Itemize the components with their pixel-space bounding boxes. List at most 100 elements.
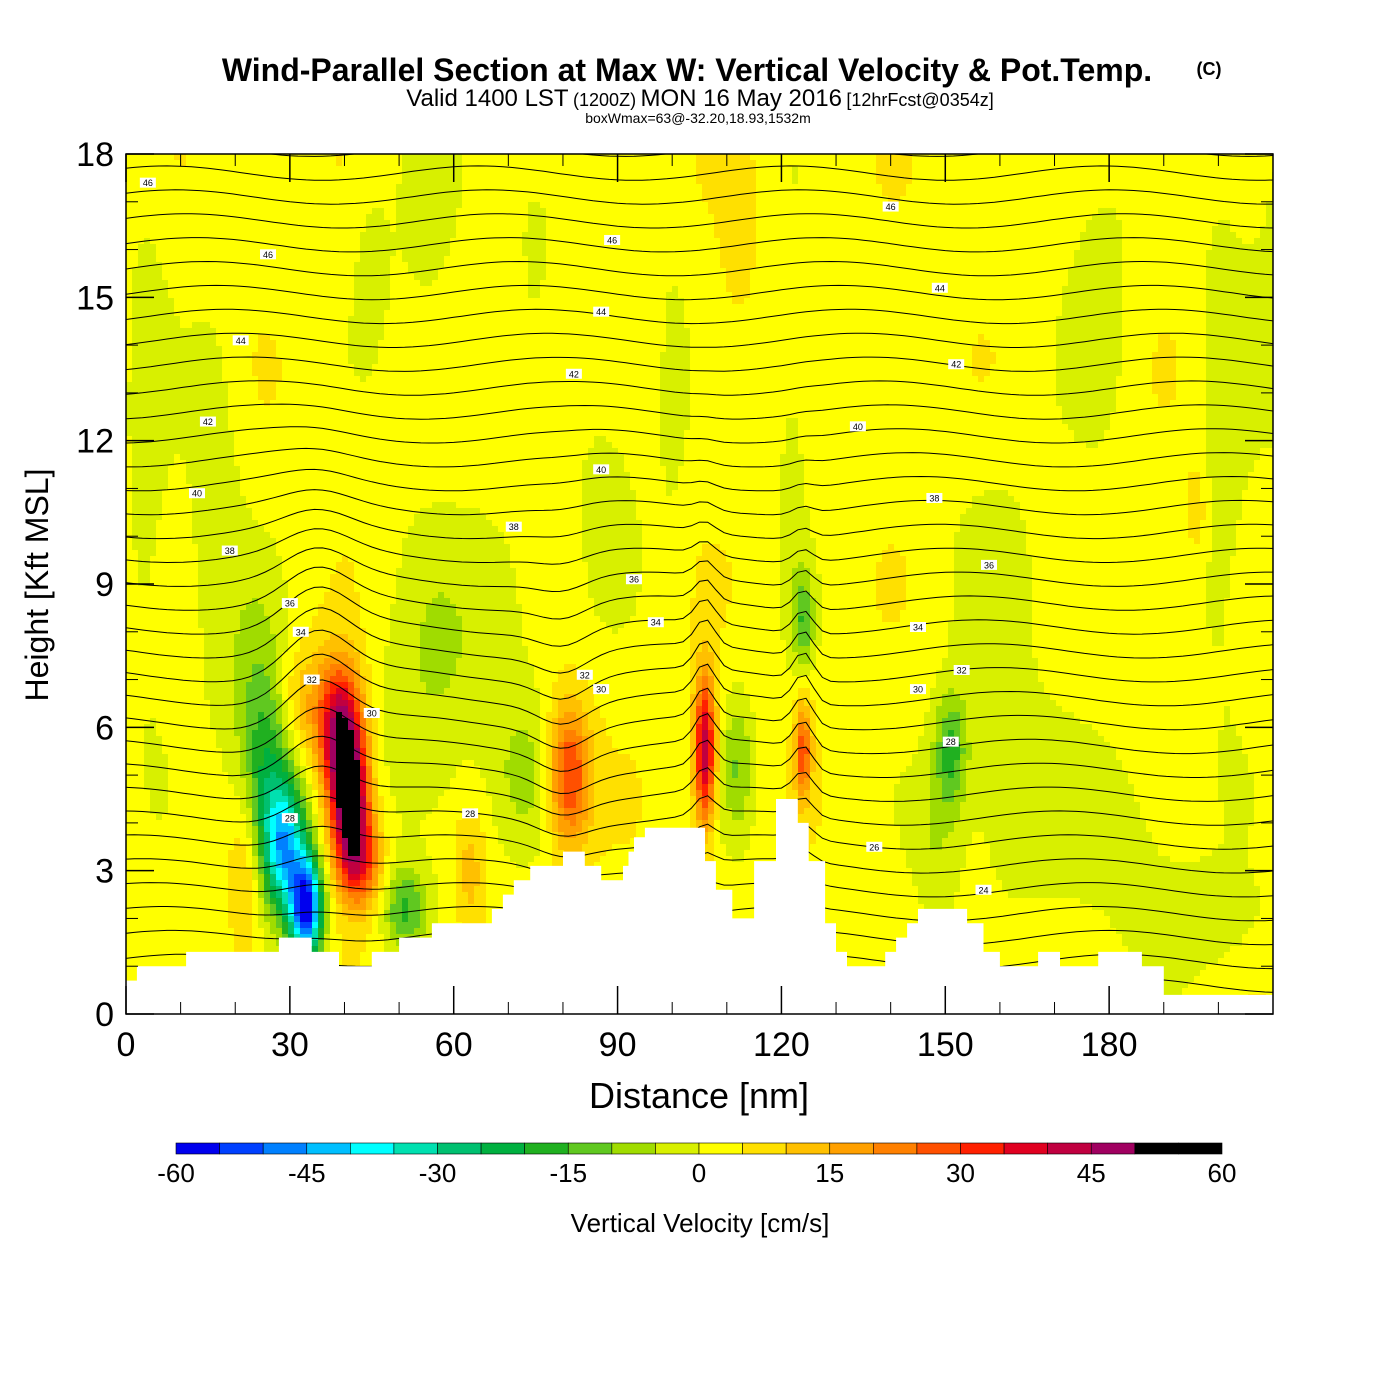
velocity-cell <box>1152 154 1159 161</box>
velocity-cell <box>816 178 823 185</box>
velocity-cell <box>804 196 811 203</box>
velocity-cell <box>1068 196 1075 203</box>
velocity-cell <box>396 208 403 215</box>
velocity-cell <box>528 244 535 251</box>
velocity-cell <box>1128 178 1135 185</box>
velocity-cell <box>210 172 217 179</box>
velocity-cell <box>696 154 703 161</box>
velocity-cell <box>162 220 169 227</box>
velocity-cell <box>552 292 559 299</box>
velocity-cell <box>420 178 427 185</box>
velocity-cell <box>852 178 859 185</box>
velocity-cell <box>900 166 907 173</box>
velocity-cell <box>810 274 817 281</box>
velocity-cell <box>1068 172 1075 179</box>
velocity-cell <box>846 172 853 179</box>
velocity-cell <box>438 166 445 173</box>
velocity-cell <box>516 208 523 215</box>
velocity-cell <box>972 250 979 257</box>
velocity-cell <box>978 196 985 203</box>
velocity-cell <box>540 214 547 221</box>
velocity-cell <box>672 154 679 161</box>
velocity-cell <box>792 178 799 185</box>
velocity-cell <box>1098 178 1105 185</box>
velocity-cell <box>582 202 589 209</box>
velocity-cell <box>1176 202 1183 209</box>
velocity-cell <box>474 292 481 299</box>
velocity-cell <box>732 202 739 209</box>
velocity-cell <box>600 172 607 179</box>
velocity-cell <box>426 196 433 203</box>
velocity-cell <box>192 172 199 179</box>
velocity-cell <box>996 286 1003 293</box>
velocity-cell <box>432 154 439 161</box>
velocity-cell <box>906 280 913 287</box>
velocity-cell <box>876 202 883 209</box>
velocity-cell <box>1092 220 1099 227</box>
velocity-cell <box>786 202 793 209</box>
velocity-cell <box>456 220 463 227</box>
velocity-cell <box>726 250 733 257</box>
velocity-cell <box>276 298 283 305</box>
velocity-cell <box>1068 250 1075 257</box>
velocity-cell <box>804 160 811 167</box>
velocity-cell <box>384 286 391 293</box>
velocity-cell <box>1182 274 1189 281</box>
velocity-cell <box>1086 286 1093 293</box>
velocity-cell <box>774 166 781 173</box>
velocity-cell <box>534 274 541 281</box>
velocity-cell <box>282 226 289 233</box>
velocity-cell <box>1146 268 1153 275</box>
velocity-cell <box>360 214 367 221</box>
velocity-cell <box>360 286 367 293</box>
velocity-cell <box>156 178 163 185</box>
velocity-cell <box>1200 298 1207 305</box>
velocity-cell <box>492 190 499 197</box>
velocity-cell <box>486 196 493 203</box>
velocity-cell <box>1104 190 1111 197</box>
velocity-cell <box>924 184 931 191</box>
velocity-cell <box>306 286 313 293</box>
velocity-cell <box>1068 238 1075 245</box>
velocity-cell <box>132 190 139 197</box>
velocity-cell <box>672 196 679 203</box>
velocity-cell <box>270 298 277 305</box>
velocity-cell <box>1206 298 1213 305</box>
velocity-cell <box>972 214 979 221</box>
velocity-cell <box>258 202 265 209</box>
velocity-cell <box>594 292 601 299</box>
velocity-cell <box>648 244 655 251</box>
velocity-cell <box>1086 280 1093 287</box>
velocity-cell <box>1260 220 1267 227</box>
velocity-cell <box>336 256 343 263</box>
velocity-cell <box>1248 154 1255 161</box>
velocity-cell <box>192 274 199 281</box>
velocity-cell <box>672 232 679 239</box>
velocity-cell <box>252 220 259 227</box>
velocity-cell <box>756 268 763 275</box>
velocity-cell <box>1170 256 1177 263</box>
velocity-cell <box>684 256 691 263</box>
velocity-cell <box>966 268 973 275</box>
velocity-cell <box>1230 166 1237 173</box>
velocity-cell <box>522 196 529 203</box>
velocity-cell <box>234 220 241 227</box>
velocity-cell <box>780 232 787 239</box>
velocity-cell <box>774 292 781 299</box>
velocity-cell <box>1218 166 1225 173</box>
velocity-cell <box>168 274 175 281</box>
velocity-cell <box>210 196 217 203</box>
velocity-cell <box>342 304 349 311</box>
velocity-cell <box>696 280 703 287</box>
velocity-cell <box>996 220 1003 227</box>
velocity-cell <box>828 166 835 173</box>
velocity-cell <box>780 274 787 281</box>
velocity-cell <box>1050 172 1057 179</box>
velocity-cell <box>228 178 235 185</box>
velocity-cell <box>1074 214 1081 221</box>
velocity-cell <box>942 202 949 209</box>
velocity-cell <box>150 274 157 281</box>
velocity-cell <box>612 286 619 293</box>
velocity-cell <box>1242 214 1249 221</box>
velocity-cell <box>504 238 511 245</box>
